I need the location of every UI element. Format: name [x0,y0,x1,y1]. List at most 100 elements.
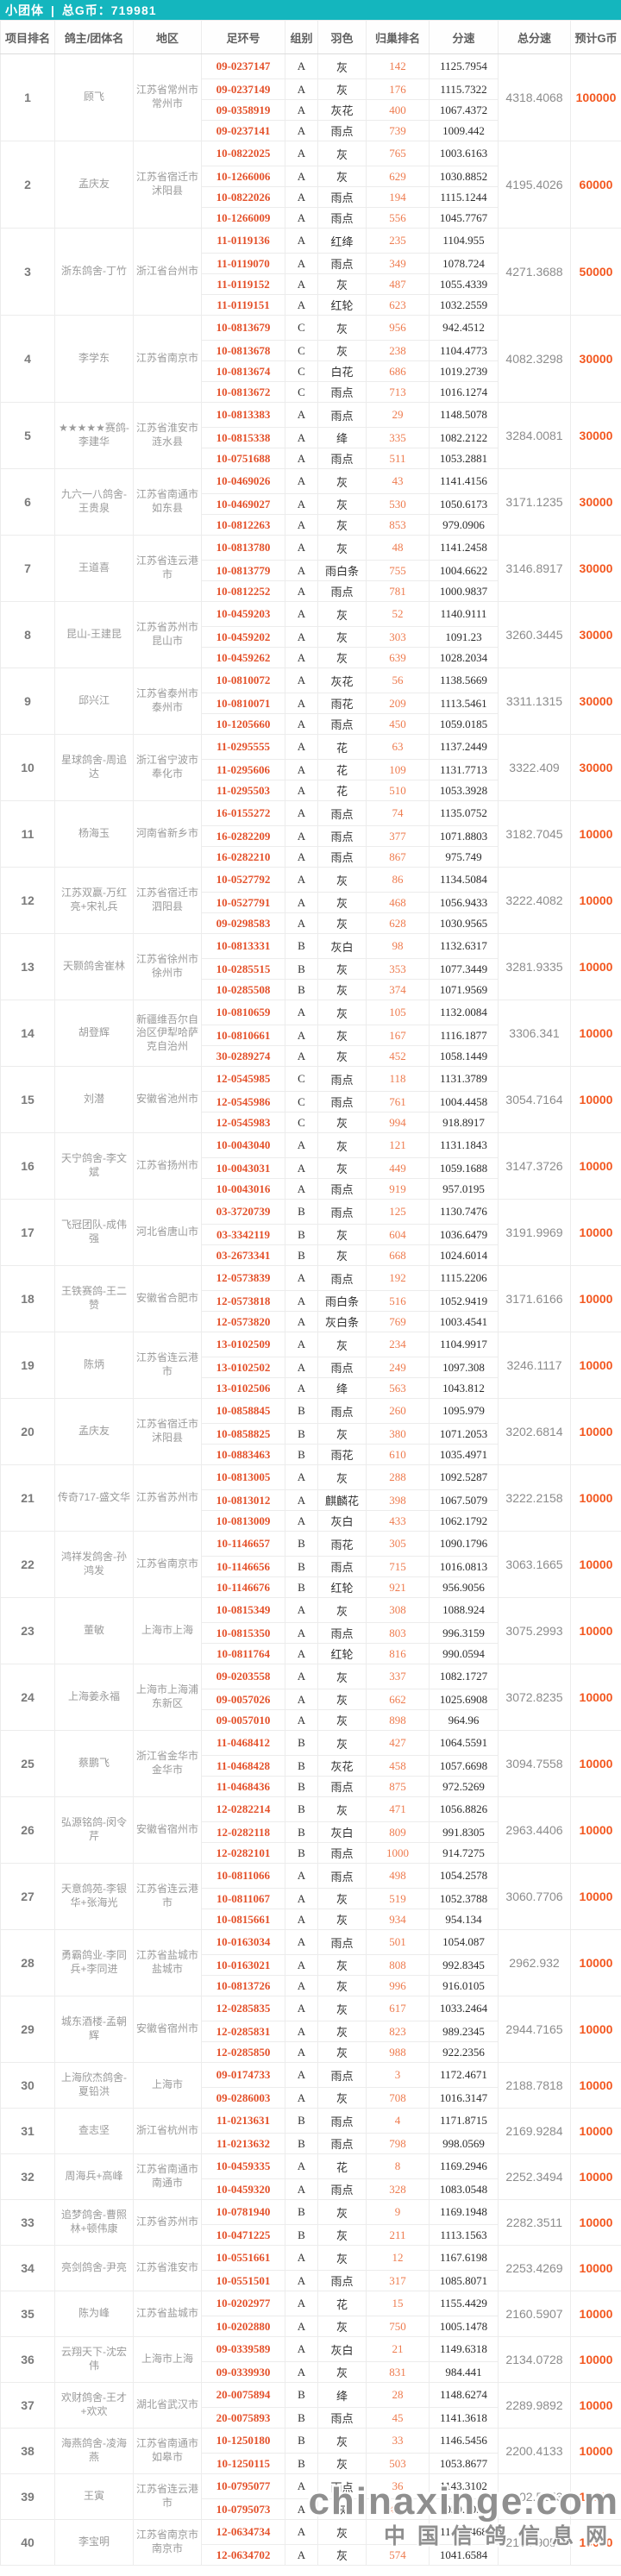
ring-band-link[interactable]: 16-0155272 [201,800,285,826]
ring-band-link[interactable]: 10-0813005 [201,1464,285,1490]
ring-band-link[interactable]: 10-0883463 [201,1444,285,1465]
ring-band-link[interactable]: 11-0119136 [201,228,285,254]
ring-band-link[interactable]: 09-0358919 [201,99,285,121]
ring-band-link[interactable]: 10-0202880 [201,2316,285,2337]
ring-band-link[interactable]: 10-1250115 [201,2453,285,2474]
ring-band-link[interactable]: 10-0527792 [201,867,285,893]
ring-band-link[interactable]: 20-0075894 [201,2382,285,2408]
ring-band-link[interactable]: 16-0282209 [201,825,285,847]
ring-band-link[interactable]: 12-0285850 [201,2041,285,2063]
ring-band-link[interactable]: 11-0468428 [201,1755,285,1777]
ring-band-link[interactable]: 11-0468412 [201,1730,285,1756]
ring-band-link[interactable]: 10-1266006 [201,166,285,187]
ring-band-link[interactable]: 12-0285835 [201,1996,285,2021]
ring-band-link[interactable]: 10-0811764 [201,1643,285,1664]
ring-band-link[interactable]: 10-0043040 [201,1132,285,1158]
ring-band-link[interactable]: 09-0286003 [201,2087,285,2109]
ring-band-link[interactable]: 12-0282118 [201,1821,285,1843]
ring-band-link[interactable]: 10-0751688 [201,448,285,469]
ring-band-link[interactable]: 10-0812263 [201,514,285,536]
ring-band-link[interactable]: 10-0043031 [201,1157,285,1179]
ring-band-link[interactable]: 03-2673341 [201,1244,285,1266]
ring-band-link[interactable]: 10-0810071 [201,693,285,714]
ring-band-link[interactable]: 10-0810072 [201,668,285,693]
ring-band-link[interactable]: 10-0810659 [201,1000,285,1025]
ring-band-link[interactable]: 10-1146657 [201,1531,285,1557]
ring-band-link[interactable]: 10-0815338 [201,427,285,448]
ring-band-link[interactable]: 10-1266009 [201,207,285,229]
ring-band-link[interactable]: 12-0634734 [201,2519,285,2545]
ring-band-link[interactable]: 13-0102509 [201,1332,285,1357]
ring-band-link[interactable]: 10-0527791 [201,892,285,913]
ring-band-link[interactable]: 10-0822026 [201,186,285,208]
ring-band-link[interactable]: 12-0573839 [201,1265,285,1291]
ring-band-link[interactable]: 13-0102502 [201,1357,285,1378]
ring-band-link[interactable]: 09-0203558 [201,1664,285,1689]
ring-band-link[interactable]: 10-0459320 [201,2178,285,2200]
ring-band-link[interactable]: 12-0545983 [201,1112,285,1133]
ring-band-link[interactable]: 11-0213632 [201,2133,285,2154]
ring-band-link[interactable]: 12-0573820 [201,1311,285,1332]
ring-band-link[interactable]: 10-0813672 [201,381,285,403]
ring-band-link[interactable]: 09-0174733 [201,2062,285,2088]
ring-band-link[interactable]: 10-0813780 [201,535,285,561]
ring-band-link[interactable]: 10-0813678 [201,340,285,361]
ring-band-link[interactable]: 10-0202977 [201,2291,285,2316]
ring-band-link[interactable]: 10-0813679 [201,315,285,341]
ring-band-link[interactable]: 09-0237149 [201,78,285,100]
ring-band-link[interactable]: 10-0285515 [201,958,285,980]
ring-band-link[interactable]: 10-0459262 [201,647,285,668]
ring-band-link[interactable]: 10-0043016 [201,1178,285,1200]
ring-band-link[interactable]: 10-0795073 [201,2498,285,2520]
ring-band-link[interactable]: 11-0295606 [201,759,285,780]
ring-band-link[interactable]: 10-0813674 [201,360,285,382]
ring-band-link[interactable]: 10-1205660 [201,713,285,735]
ring-band-link[interactable]: 10-0471225 [201,2224,285,2246]
ring-band-link[interactable]: 10-0459335 [201,2153,285,2179]
ring-band-link[interactable]: 10-0813331 [201,933,285,959]
ring-band-link[interactable]: 09-0057010 [201,1709,285,1731]
ring-band-link[interactable]: 11-0119070 [201,253,285,274]
ring-band-link[interactable]: 09-0298583 [201,912,285,934]
ring-band-link[interactable]: 12-0545986 [201,1091,285,1113]
ring-band-link[interactable]: 10-1250180 [201,2428,285,2454]
ring-band-link[interactable]: 10-0469026 [201,468,285,494]
ring-band-link[interactable]: 12-0285831 [201,2021,285,2042]
ring-band-link[interactable]: 11-0295555 [201,734,285,760]
ring-band-link[interactable]: 10-0469027 [201,493,285,515]
ring-band-link[interactable]: 09-0237141 [201,120,285,141]
ring-band-link[interactable]: 10-0551501 [201,2270,285,2291]
ring-band-link[interactable]: 10-0815661 [201,1908,285,1930]
ring-band-link[interactable]: 16-0282210 [201,846,285,868]
ring-band-link[interactable]: 10-1146676 [201,1576,285,1598]
ring-band-link[interactable]: 11-0468436 [201,1776,285,1797]
ring-band-link[interactable]: 30-0289274 [201,1045,285,1067]
ring-band-link[interactable]: 10-0813779 [201,560,285,581]
ring-band-link[interactable]: 20-0075893 [201,2407,285,2429]
ring-band-link[interactable]: 12-0282214 [201,1796,285,1822]
ring-band-link[interactable]: 10-0813009 [201,1510,285,1532]
ring-band-link[interactable]: 10-0795077 [201,2473,285,2499]
ring-band-link[interactable]: 13-0102506 [201,1377,285,1399]
ring-band-link[interactable]: 09-0339589 [201,2336,285,2362]
ring-band-link[interactable]: 12-0634702 [201,2544,285,2566]
ring-band-link[interactable]: 11-0119152 [201,273,285,295]
ring-band-link[interactable]: 09-0057026 [201,1689,285,1710]
ring-band-link[interactable]: 10-0459203 [201,601,285,627]
ring-band-link[interactable]: 11-0295503 [201,780,285,801]
ring-band-link[interactable]: 10-0858845 [201,1398,285,1424]
ring-band-link[interactable]: 10-0811067 [201,1888,285,1909]
ring-band-link[interactable]: 11-0213631 [201,2108,285,2134]
ring-band-link[interactable]: 12-0573818 [201,1290,285,1312]
ring-band-link[interactable]: 11-0119151 [201,294,285,316]
ring-band-link[interactable]: 10-0813383 [201,402,285,428]
ring-band-link[interactable]: 10-0163021 [201,1954,285,1976]
ring-band-link[interactable]: 12-0282101 [201,1842,285,1864]
ring-band-link[interactable]: 09-0237147 [201,53,285,79]
ring-band-link[interactable]: 10-0811066 [201,1863,285,1889]
ring-band-link[interactable]: 10-0813012 [201,1489,285,1511]
ring-band-link[interactable]: 10-0551661 [201,2245,285,2271]
ring-band-link[interactable]: 10-1146656 [201,1556,285,1577]
ring-band-link[interactable]: 10-0781940 [201,2199,285,2225]
ring-band-link[interactable]: 10-0813726 [201,1975,285,1996]
